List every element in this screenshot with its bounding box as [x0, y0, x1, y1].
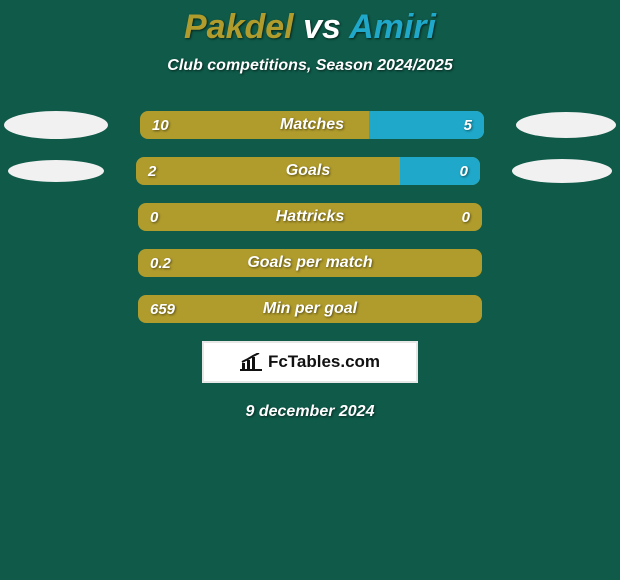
bar-value-left: 0 — [150, 203, 158, 231]
player-indicator-ellipse — [516, 112, 616, 138]
bar-value-left: 659 — [150, 295, 175, 323]
stat-row: 0.2Goals per match — [0, 249, 620, 277]
bar-value-right: 0 — [460, 157, 468, 185]
page-title: Pakdel vs Amiri — [0, 8, 620, 47]
player-indicator-ellipse — [512, 159, 612, 183]
brand-badge: FcTables.com — [202, 341, 418, 383]
stat-row: 20Goals — [0, 157, 620, 185]
bar-value-left: 0.2 — [150, 249, 171, 277]
bar-value-left: 2 — [148, 157, 156, 185]
title-vs: vs — [303, 8, 341, 46]
comparison-infographic: Pakdel vs Amiri Club competitions, Seaso… — [0, 0, 620, 580]
title-player2: Amiri — [349, 8, 436, 46]
bar-base — [138, 203, 482, 231]
stat-bar: 20Goals — [136, 157, 480, 185]
stat-bar: 0.2Goals per match — [138, 249, 482, 277]
player-indicator-ellipse — [4, 111, 108, 139]
bar-base — [138, 295, 482, 323]
bar-fill-right — [400, 157, 480, 185]
title-player1: Pakdel — [184, 8, 294, 46]
stat-row: 659Min per goal — [0, 295, 620, 323]
bar-value-right: 5 — [464, 111, 472, 139]
bar-value-left: 10 — [152, 111, 169, 139]
stat-row: 00Hattricks — [0, 203, 620, 231]
stat-bar: 00Hattricks — [138, 203, 482, 231]
bar-base — [138, 249, 482, 277]
stat-bar: 659Min per goal — [138, 295, 482, 323]
stat-bar: 105Matches — [140, 111, 484, 139]
stat-rows: 105Matches20Goals00Hattricks0.2Goals per… — [0, 111, 620, 323]
date-text: 9 december 2024 — [0, 403, 620, 421]
brand-chart-icon — [240, 353, 262, 371]
brand-text: FcTables.com — [268, 352, 380, 372]
player-indicator-ellipse — [8, 160, 104, 182]
stat-row: 105Matches — [0, 111, 620, 139]
subtitle: Club competitions, Season 2024/2025 — [0, 57, 620, 75]
bar-value-right: 0 — [462, 203, 470, 231]
